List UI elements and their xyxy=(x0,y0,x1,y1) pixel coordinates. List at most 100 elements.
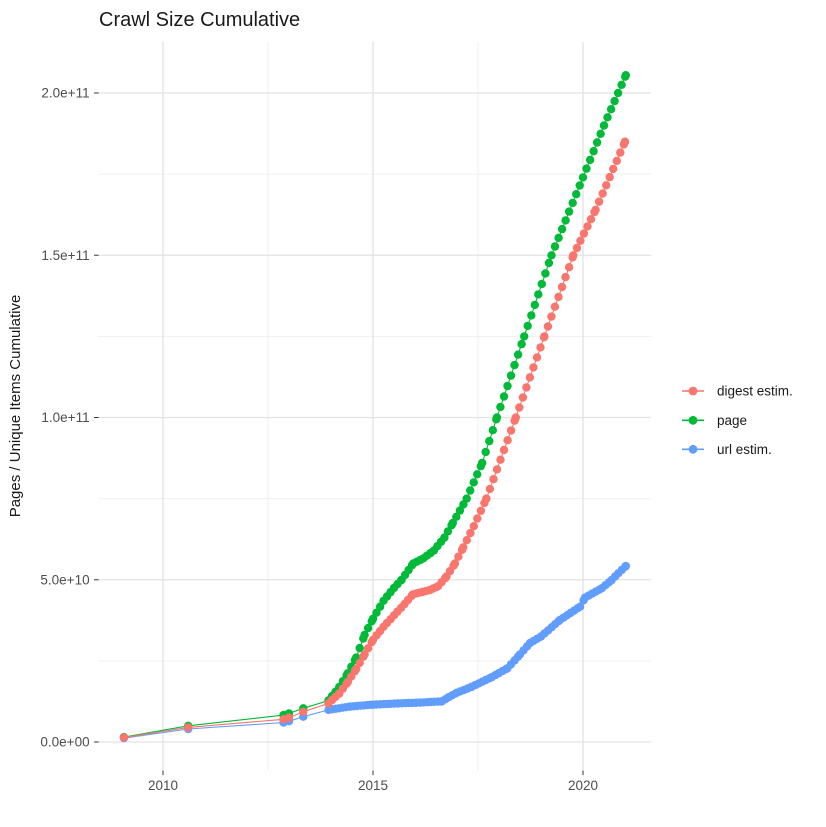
data-point xyxy=(547,251,556,260)
data-point xyxy=(609,164,618,174)
data-point xyxy=(554,292,563,302)
data-point xyxy=(482,494,491,503)
data-point xyxy=(602,181,611,190)
y-tick-label: 5.0e+10 xyxy=(40,572,89,587)
data-point xyxy=(603,113,612,122)
legend-item-label: url estim. xyxy=(717,442,772,457)
data-point xyxy=(578,173,588,182)
data-point xyxy=(568,198,577,208)
data-point xyxy=(621,71,630,80)
data-point xyxy=(459,543,468,552)
data-point xyxy=(455,506,465,515)
data-point xyxy=(537,279,546,289)
series-digest-estim- xyxy=(119,137,630,742)
data-point xyxy=(554,233,563,242)
y-tick-label: 1.0e+11 xyxy=(41,410,89,425)
legend-key-dot xyxy=(688,415,698,425)
y-tick-label: 0.0e+00 xyxy=(40,735,89,750)
data-point xyxy=(499,392,509,401)
data-point xyxy=(544,258,554,268)
chart-title: Crawl Size Cumulative xyxy=(99,9,300,31)
data-point xyxy=(355,658,364,668)
legend-item-url-estim-: url estim. xyxy=(682,442,772,457)
data-point xyxy=(572,190,581,199)
data-point xyxy=(582,164,591,173)
data-point xyxy=(485,436,494,446)
series-layer xyxy=(119,71,630,743)
data-point xyxy=(589,147,598,156)
data-point xyxy=(610,96,619,106)
data-point xyxy=(469,522,478,531)
data-point xyxy=(557,282,567,292)
legend-item-digest-estim-: digest estim. xyxy=(682,384,793,399)
data-point xyxy=(561,272,570,282)
data-point xyxy=(547,312,556,321)
data-point xyxy=(466,528,475,538)
data-point xyxy=(575,602,585,611)
data-point xyxy=(612,156,621,165)
legend-key-dot xyxy=(688,386,698,396)
data-point xyxy=(462,536,471,545)
data-point xyxy=(576,236,585,245)
data-point xyxy=(605,172,614,182)
legend-item-page: page xyxy=(682,413,747,428)
data-point xyxy=(520,332,529,341)
data-point xyxy=(530,300,539,310)
data-point xyxy=(476,506,486,515)
data-point xyxy=(478,458,487,468)
data-point xyxy=(598,189,607,198)
data-point xyxy=(569,251,578,260)
axis-tick-marks xyxy=(94,92,584,776)
major-gridlines xyxy=(98,42,651,771)
data-point xyxy=(592,138,602,147)
data-point xyxy=(620,137,630,146)
data-point xyxy=(450,559,460,568)
minor-gridlines xyxy=(98,42,651,771)
data-point xyxy=(489,475,498,484)
data-point xyxy=(119,733,129,742)
legend-key-dot xyxy=(688,444,698,454)
data-point xyxy=(586,215,596,224)
data-point xyxy=(352,664,361,674)
data-point xyxy=(583,222,592,231)
data-point xyxy=(564,263,574,272)
data-point xyxy=(503,381,512,391)
data-point xyxy=(363,644,373,653)
data-point xyxy=(473,514,482,523)
data-point xyxy=(594,197,604,206)
data-point xyxy=(492,413,502,422)
data-point xyxy=(606,105,616,114)
data-point xyxy=(355,643,364,653)
data-point xyxy=(360,630,369,640)
data-point xyxy=(492,465,502,474)
data-point xyxy=(557,224,567,234)
data-point xyxy=(496,402,505,412)
data-point xyxy=(513,350,523,359)
data-point xyxy=(575,181,584,190)
data-point xyxy=(488,426,497,435)
data-point xyxy=(443,527,453,536)
data-point xyxy=(561,216,570,225)
data-point xyxy=(284,713,294,722)
data-point xyxy=(617,80,626,90)
data-point xyxy=(564,207,574,216)
data-point xyxy=(522,383,531,392)
data-point xyxy=(591,205,600,214)
data-point xyxy=(510,360,519,370)
data-point xyxy=(448,518,457,528)
data-point xyxy=(506,371,516,380)
legend: digest estim. page url estim. xyxy=(682,384,793,457)
legend-item-label: digest estim. xyxy=(717,384,793,399)
data-point xyxy=(529,363,538,372)
data-point xyxy=(621,561,630,571)
data-point xyxy=(506,426,516,435)
data-point xyxy=(299,707,308,716)
data-point xyxy=(523,321,532,331)
data-point xyxy=(452,512,461,521)
data-point xyxy=(440,533,449,542)
data-point xyxy=(360,650,369,659)
data-point xyxy=(534,290,543,299)
y-tick-label: 1.5e+11 xyxy=(41,248,89,263)
